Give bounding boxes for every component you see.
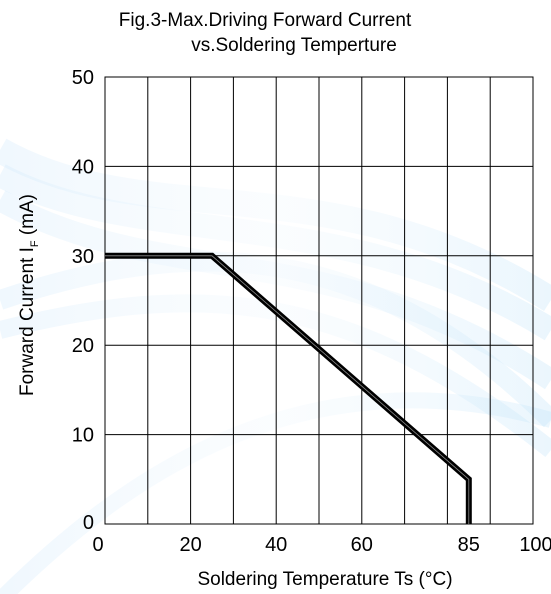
y-tick-label: 10: [72, 425, 94, 447]
ticks: 0 20 40 60 85 100 0 10 20 30 40 50: [72, 67, 551, 556]
x-tick-label: 40: [265, 534, 287, 556]
y-tick-label: 20: [72, 335, 94, 357]
series-line-highlight: [105, 255, 470, 524]
y-tick-label: 40: [72, 156, 94, 178]
series: [105, 252, 472, 524]
chart-title: Fig.3-Max.Driving Forward Current vs.Sol…: [119, 10, 412, 56]
x-tick-label: 100: [519, 534, 551, 556]
background-wave: [0, 251, 551, 428]
background-wave: [0, 138, 551, 311]
x-tick-label: 60: [351, 534, 373, 556]
x-axis-label: Soldering Temperature Ts (°C): [197, 569, 452, 590]
y-axis-label: Forward Current IF (mA): [17, 194, 41, 396]
background-wave: [0, 164, 551, 341]
background-wave: [0, 392, 551, 594]
x-tick-label: 20: [179, 534, 201, 556]
x-tick-label: 85: [458, 534, 480, 556]
chart-title-line-1: Fig.3-Max.Driving Forward Current: [119, 10, 412, 31]
grid: [104, 76, 534, 525]
plot-frame: [104, 76, 534, 525]
y-tick-label: 30: [72, 246, 94, 268]
chart-title-line-2: vs.Soldering Temperture: [191, 35, 397, 56]
y-tick-label: 50: [72, 67, 94, 89]
y-tick-label: 0: [83, 512, 94, 534]
x-tick-label: 0: [92, 534, 103, 556]
